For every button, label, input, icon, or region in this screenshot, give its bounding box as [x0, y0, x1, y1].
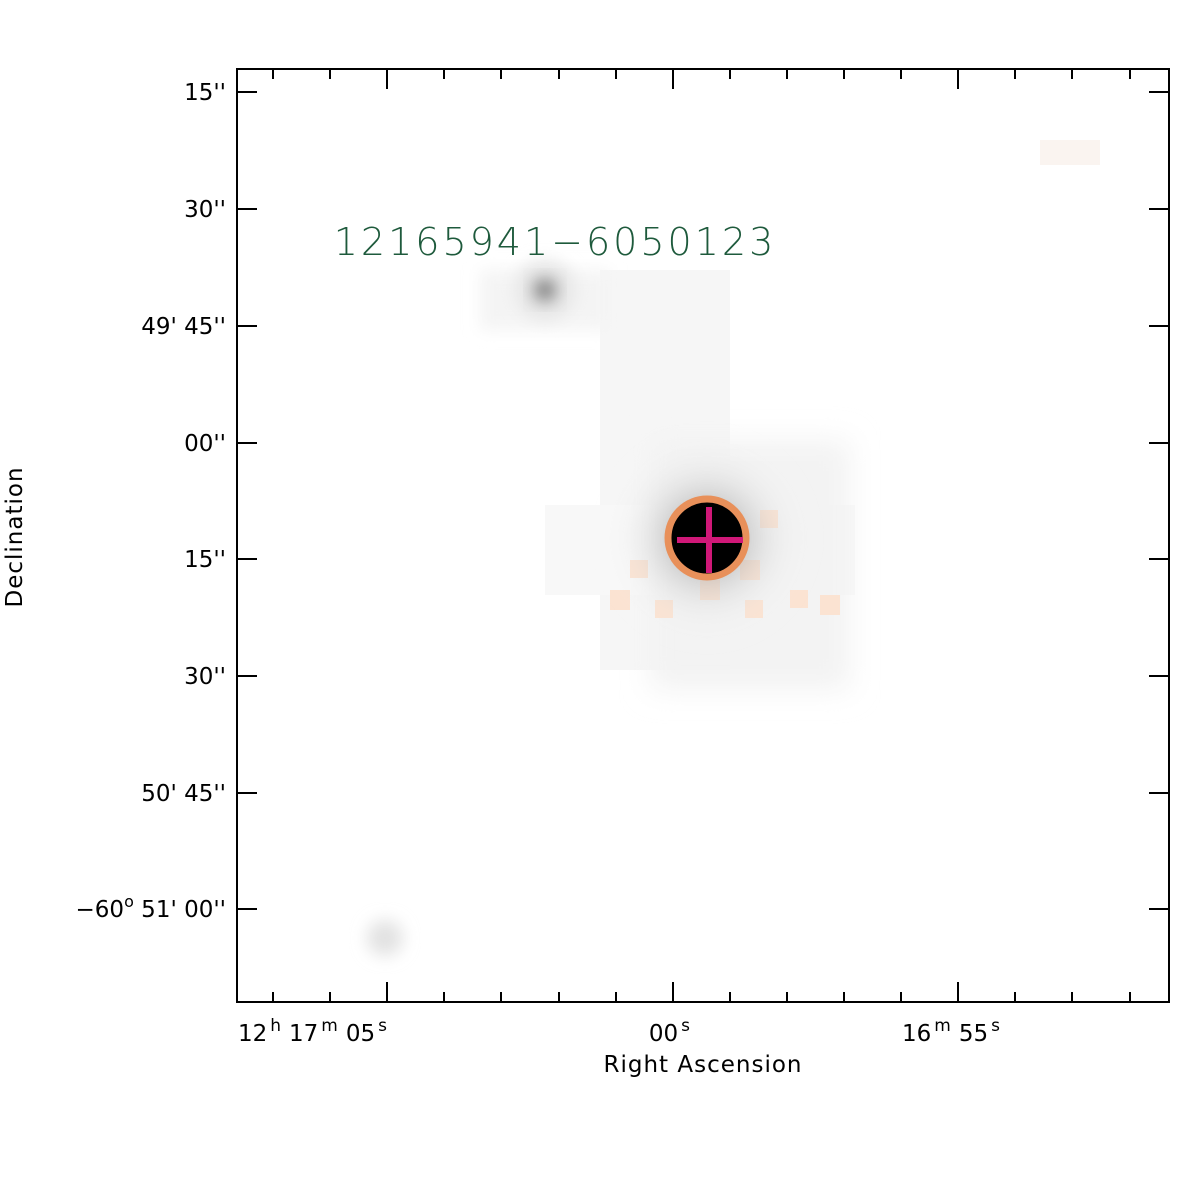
y-tick-label: 15'': [184, 547, 226, 573]
y-tick-label: 30'': [184, 664, 226, 690]
source-label: 12165941−6050123: [334, 220, 777, 264]
y-tick-label: 15'': [184, 80, 226, 106]
plot-frame: [236, 68, 1170, 1003]
secondary-star: [534, 279, 556, 301]
y-tick-label: 49' 45'': [141, 314, 226, 340]
x-tick-label: 12 h 17 m 05 s: [238, 1016, 387, 1047]
y-ticks: [237, 91, 1169, 910]
y-tick-label: 30'': [184, 197, 226, 223]
target-marker: [664, 495, 750, 581]
x-ticks: [272, 69, 1131, 1002]
y-axis-label: Declination: [2, 466, 28, 607]
y-tick-label: 00'': [184, 431, 226, 457]
y-tick-label: 50' 45'': [141, 781, 226, 807]
x-tick-labels: 12 h 17 m 05 s 00 s 16 m 55 s: [238, 1016, 1000, 1047]
sky-patch: [1040, 140, 1100, 165]
x-tick-label: 00 s: [649, 1016, 690, 1047]
x-tick-label: 16 m 55 s: [902, 1016, 1000, 1047]
y-tick-labels: 15'' 30'' 49' 45'' 00'' 15'' 30'' 50' 45'' −60o…: [76, 80, 226, 923]
y-tick-label: −60o 51' 00'': [76, 892, 226, 923]
faint-star: [367, 920, 403, 956]
x-axis-label: Right Ascension: [604, 1052, 803, 1078]
